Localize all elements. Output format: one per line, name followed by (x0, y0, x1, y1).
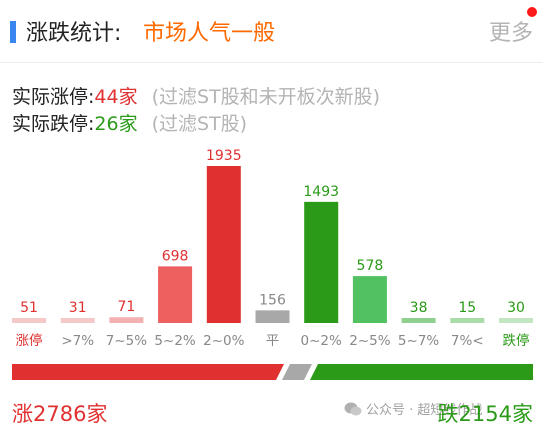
notification-dot (527, 7, 537, 17)
down-ratio-bar (310, 364, 533, 380)
bar-value-label: 38 (410, 300, 428, 316)
bar-value-label: 51 (20, 300, 38, 316)
chart-bar (255, 310, 290, 323)
category-label: 平 (266, 333, 280, 349)
bar-value-label: 71 (117, 299, 135, 315)
bar-value-label: 156 (259, 292, 286, 308)
market-sentiment: 市场人气一般 (143, 21, 276, 46)
total-down-count: 跌2154家 (437, 402, 533, 426)
category-label: 2~5% (349, 333, 390, 349)
category-label: 涨停 (16, 332, 43, 349)
chart-bar (109, 317, 144, 323)
chart-bar (304, 201, 339, 323)
bar-value-label: 698 (162, 248, 189, 264)
watermark-text: 公众号 · 超短线作战 (366, 403, 483, 418)
limit-down-count: 26家 (94, 113, 138, 135)
chart-bar (499, 318, 533, 323)
distribution-chart: 51 涨停 31 >7% 71 7~5% 698 5~2% 1935 2~0% 156 平 1493 0~… (12, 148, 533, 380)
chart-bar (450, 318, 485, 323)
limit-up-count: 44家 (94, 86, 138, 108)
category-label: 2~0% (203, 333, 244, 349)
chart-bar (60, 318, 95, 323)
more-link[interactable]: 更多 (488, 21, 533, 46)
limit-up-stat: 实际涨停:44家 (过滤ST股和未开板次新股) (12, 82, 380, 109)
category-label: 5~2% (154, 333, 195, 349)
limit-up-label: 实际涨停: (12, 86, 95, 108)
title-accent-bar (10, 21, 16, 43)
limit-down-note: (过滤ST股) (151, 113, 248, 135)
panel-title: 涨跌统计: (26, 21, 122, 46)
bar-value-label: 31 (69, 300, 87, 316)
wechat-icon (344, 402, 362, 415)
bar-value-label: 578 (357, 258, 384, 274)
bar-value-label: 30 (507, 300, 525, 316)
chart-bar (401, 318, 436, 323)
chart-bar (158, 266, 193, 323)
limit-up-note: (过滤ST股和未开板次新股) (151, 86, 381, 108)
category-label: 跌停 (503, 332, 530, 349)
category-label: 7%< (451, 333, 484, 349)
watermark: 公众号 · 超短线作战 (344, 399, 482, 418)
limit-down-label: 实际跌停: (12, 113, 95, 135)
total-up-count: 涨2786家 (12, 402, 108, 426)
category-label: >7% (61, 333, 94, 349)
bar-value-label: 1493 (303, 184, 339, 200)
bar-value-label: 1935 (206, 148, 242, 164)
category-label: 0~2% (301, 333, 342, 349)
up-ratio-bar (12, 364, 284, 380)
chart-bar (12, 318, 46, 323)
category-label: 7~5% (106, 333, 147, 349)
bar-value-label: 15 (458, 300, 476, 316)
panel-header: 涨跌统计: 市场人气一般 更多 (0, 0, 543, 62)
chart-bar (352, 276, 387, 323)
flat-ratio-bar (282, 364, 312, 380)
header-divider (0, 62, 543, 63)
category-label: 5~7% (398, 333, 439, 349)
limit-down-stat: 实际跌停:26家 (过滤ST股) (12, 109, 247, 136)
chart-bar (206, 166, 241, 323)
